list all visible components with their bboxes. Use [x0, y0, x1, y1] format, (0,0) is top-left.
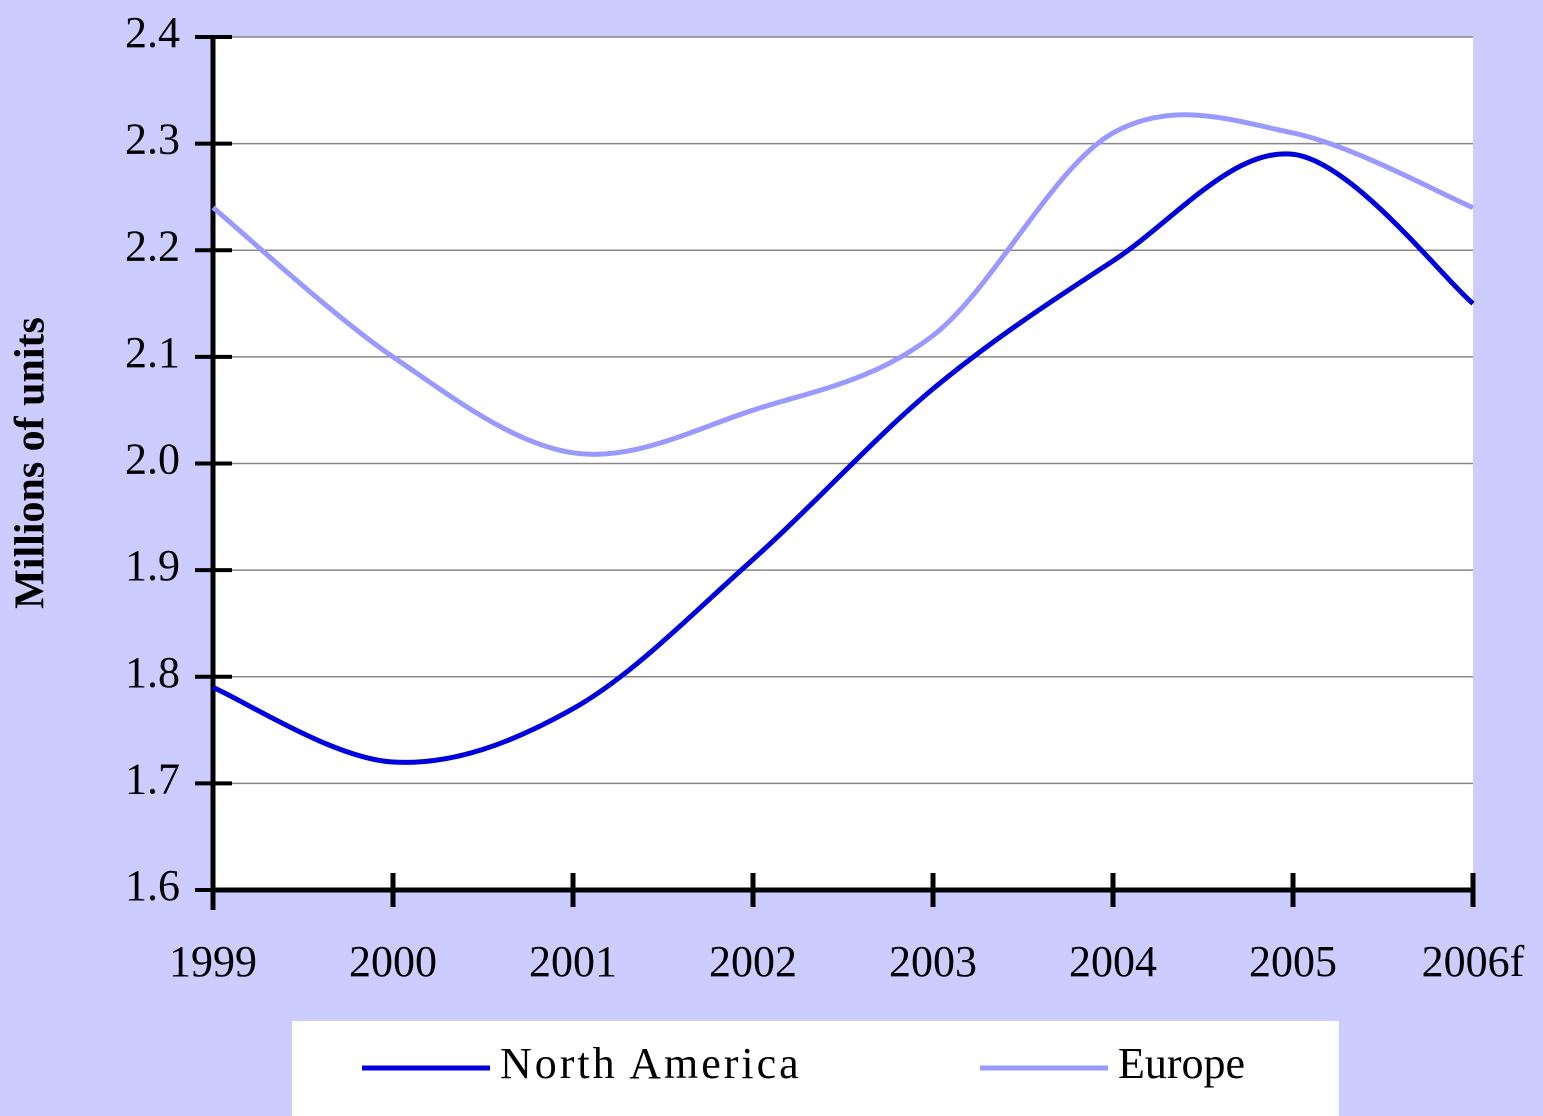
legend-label: Europe	[1118, 1039, 1245, 1088]
x-tick-label: 1999	[169, 937, 257, 986]
y-tick-label: 2.4	[125, 8, 180, 57]
x-tick-label: 2004	[1069, 937, 1157, 986]
x-tick-label: 2003	[889, 937, 977, 986]
y-tick-label: 2.3	[125, 115, 180, 164]
y-tick-label: 1.6	[125, 861, 180, 910]
y-tick-label: 2.1	[125, 328, 180, 377]
x-tick-label: 2006f	[1422, 937, 1525, 986]
x-tick-label: 2000	[349, 937, 437, 986]
y-tick-label: 2.0	[125, 435, 180, 484]
series-line	[211, 112, 1474, 457]
legend-label: North America	[500, 1039, 802, 1088]
y-tick-label: 2.2	[125, 221, 180, 270]
x-tick-label: 2001	[529, 937, 617, 986]
x-tick-label: 2005	[1249, 937, 1337, 986]
y-tick-label: 1.7	[125, 754, 180, 803]
y-tick-label: 1.8	[125, 648, 180, 697]
y-axis-label: Millions of units	[8, 317, 54, 609]
series-line	[212, 151, 1475, 765]
x-tick-label: 2002	[709, 937, 797, 986]
y-tick-label: 1.9	[125, 541, 180, 590]
